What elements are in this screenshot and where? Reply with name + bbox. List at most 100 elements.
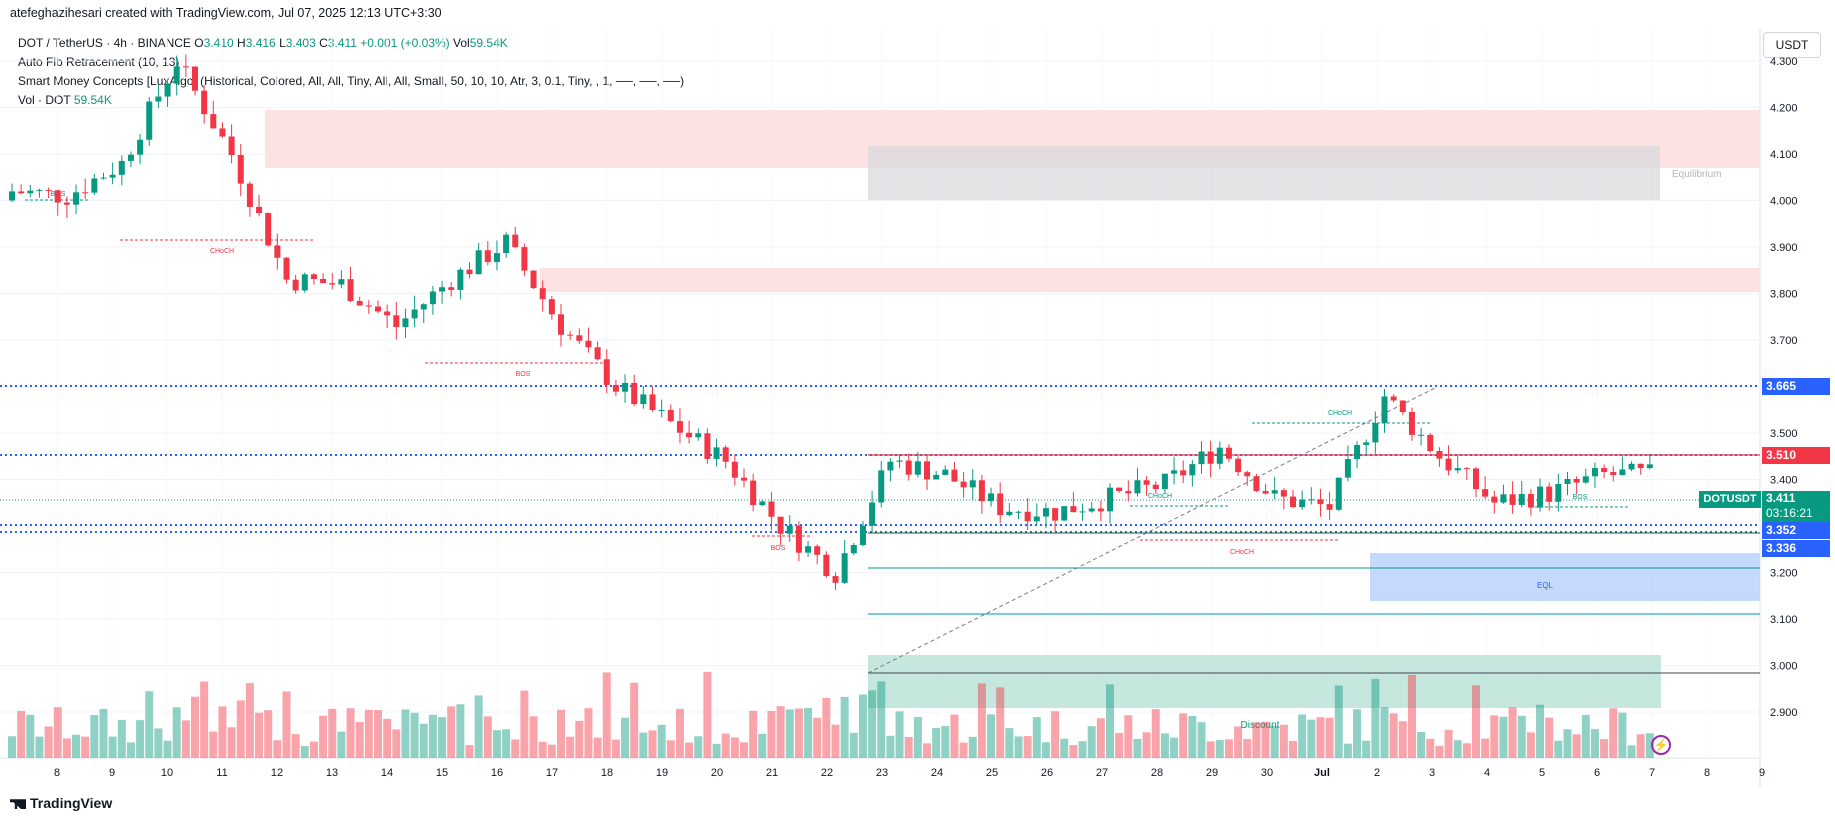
volume-bar	[1298, 714, 1307, 758]
volume-bar	[987, 714, 996, 758]
volume-bar	[1334, 685, 1343, 758]
candle-body	[1107, 487, 1113, 512]
volume-bar	[410, 712, 419, 758]
time-tick-label: 26	[1041, 767, 1053, 779]
volume-bar	[1353, 709, 1362, 758]
volume-bar	[1398, 721, 1407, 758]
fib-levels	[0, 385, 1760, 674]
candlesticks	[9, 54, 1653, 590]
candle-body	[347, 279, 354, 302]
candle-body	[73, 192, 80, 205]
volume-bar	[712, 743, 721, 758]
candle-body	[1235, 458, 1242, 473]
legend-symbol[interactable]: DOT / TetherUS · 4h · BINANCE	[18, 36, 191, 50]
volume-bar	[62, 738, 71, 758]
volume-bar	[1407, 674, 1416, 758]
candle-body	[841, 553, 848, 583]
legend-indicator-fib[interactable]: Auto Fib Retracement (10, 13)	[18, 55, 180, 69]
volume-bar	[1224, 739, 1233, 758]
volume-bar	[1343, 743, 1352, 758]
volume-bar	[163, 740, 172, 758]
candle-body	[1601, 468, 1608, 473]
candle-body	[1317, 499, 1324, 505]
candle-body	[338, 279, 345, 285]
volume-bar	[502, 729, 511, 758]
volume-bar	[584, 708, 593, 758]
time-tick-label: 9	[1759, 767, 1765, 779]
volume-bar	[1581, 714, 1590, 758]
candle-body	[274, 245, 281, 258]
time-tick-label: 14	[381, 767, 393, 779]
legend-high: 3.416	[245, 36, 276, 50]
candle-body	[1088, 508, 1095, 512]
time-axis[interactable]: 8 9 10 11 12 13 14 15 16 17 18 19 20 21 22 23 24 25 26 27 28…	[54, 767, 1765, 779]
volume-bar	[117, 719, 126, 758]
candle-body	[1610, 472, 1617, 476]
candle-body	[1161, 473, 1168, 490]
volume-bar	[172, 707, 181, 758]
bolt-icon[interactable]: ⚡	[1651, 735, 1671, 755]
volume-bar	[1014, 736, 1023, 758]
candle-body	[457, 269, 464, 290]
volume-bar	[438, 717, 447, 758]
time-tick-label: 9	[109, 767, 115, 779]
time-tick-label: 29	[1206, 767, 1218, 779]
volume-bar	[1600, 739, 1609, 758]
candle-body	[558, 314, 564, 335]
eql-label: EQL	[1537, 581, 1554, 590]
volume-bar	[1270, 725, 1279, 758]
volume-bar	[694, 736, 703, 758]
volume-bar	[621, 717, 630, 758]
volume-bar	[1307, 719, 1316, 758]
price-chart[interactable]: Equilibrium Discount EQL BOS CHoCH BOS B…	[0, 28, 1835, 798]
candle-body	[1518, 493, 1525, 505]
candle-body	[1116, 487, 1123, 492]
volume-bar	[740, 742, 748, 758]
candle-body	[933, 474, 940, 480]
candle-body	[292, 279, 299, 291]
volume-bar	[465, 745, 474, 758]
candle-body	[1509, 494, 1516, 505]
candle-body	[109, 174, 116, 178]
volume-bar	[191, 696, 199, 758]
candle-body	[45, 189, 52, 191]
candle-body	[1015, 511, 1022, 513]
volume-bar	[1252, 722, 1261, 758]
candle-body	[1454, 468, 1461, 471]
volume-bar	[26, 714, 35, 758]
volume-bar	[813, 717, 822, 758]
candle-body	[622, 382, 629, 392]
volume-bar	[154, 728, 163, 758]
candle-body	[36, 189, 43, 191]
volume-bar	[126, 742, 135, 758]
candle-body	[988, 493, 995, 502]
time-tick-label: 16	[491, 767, 503, 779]
candle-body	[658, 409, 665, 411]
candle-body	[1097, 508, 1104, 512]
volume-bar	[785, 709, 794, 758]
candle-body	[1473, 468, 1479, 490]
legend-indicator-smc[interactable]: Smart Money Concepts [LuxAlgo] (Historic…	[18, 74, 685, 88]
time-tick-label: 10	[161, 767, 173, 779]
candle-body	[1152, 484, 1159, 490]
candle-body	[530, 270, 537, 289]
tradingview-logo[interactable]: TradingView	[10, 795, 112, 811]
candle-body	[832, 576, 839, 583]
volume-bar	[1417, 731, 1426, 758]
candle-body	[795, 525, 802, 553]
volume-bar	[17, 710, 26, 758]
currency-button[interactable]: USDT	[1763, 32, 1821, 58]
time-tick-label: 7	[1649, 767, 1655, 779]
candle-body	[814, 546, 821, 555]
volume-bar	[1106, 684, 1114, 758]
bar-countdown: 03:16:21	[1766, 506, 1813, 520]
volume-bar	[90, 715, 99, 758]
volume-bar	[776, 706, 785, 758]
candle-body	[219, 128, 226, 137]
time-tick-label: 5	[1539, 767, 1545, 779]
tradingview-logo-icon	[10, 799, 26, 810]
time-tick-label: 8	[54, 767, 60, 779]
candle-body	[310, 274, 317, 279]
volume-bar	[181, 720, 190, 758]
volume-bar	[1325, 717, 1334, 758]
